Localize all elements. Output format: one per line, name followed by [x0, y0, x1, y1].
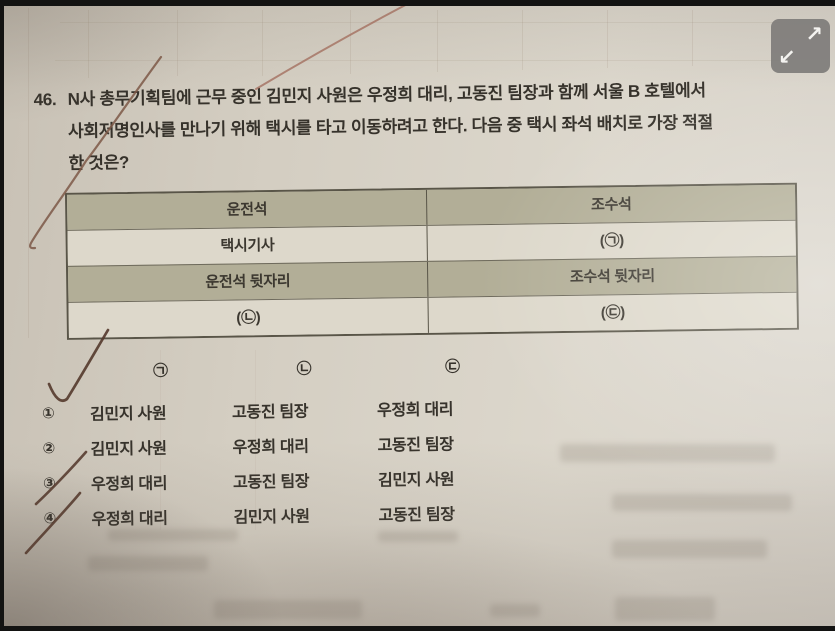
bleed-smudge — [615, 597, 715, 621]
arrow-up-right-icon: ↗ — [805, 23, 823, 46]
option-2-cell-c: 고동진 팀장 — [377, 436, 454, 455]
cell-blank-a: (㉠) — [599, 232, 625, 250]
bleed-smudge — [88, 556, 208, 571]
bleed-smudge — [108, 529, 238, 541]
bleed-gridline — [60, 22, 780, 23]
options-header-b: ㉡ — [296, 360, 312, 378]
cell-behind-driver: 운전석 뒷자리 — [67, 261, 429, 302]
bleed-gridline — [28, 8, 29, 338]
question-block: 46. N사 총무기획팀에 근무 중인 김민지 사원은 우정희 대리, 고동진 … — [33, 74, 806, 181]
option-3-number[interactable]: ③ — [42, 474, 56, 492]
question-number: 46. — [33, 90, 57, 110]
taxi-seat-table: 운전석 조수석 택시기사 (㉠) 운전석 뒷자리 조수석 뒷자리 (㉡) (㉢) — [64, 182, 799, 340]
expand-button[interactable]: ↗ ↙ — [771, 19, 830, 73]
options-header-a: ㉠ — [152, 362, 168, 380]
option-3-cell-c: 김민지 사원 — [377, 471, 455, 490]
option-3-cell-b: 고동진 팀장 — [232, 473, 310, 492]
bleed-gridline — [88, 10, 89, 78]
option-2-number[interactable]: ② — [42, 439, 56, 457]
bleed-gridline — [692, 10, 693, 66]
option-3-cell-a: 우정희 대리 — [90, 475, 168, 494]
bleed-smudge — [612, 540, 767, 558]
cell-blank-b: (㉡) — [68, 297, 430, 338]
photo-edge-bottom — [0, 626, 835, 631]
options-header-spacer — [41, 360, 89, 387]
option-1-number[interactable]: ① — [41, 404, 55, 422]
bleed-smudge — [560, 444, 775, 462]
option-2-cell-b: 우정희 대리 — [232, 438, 309, 457]
option-1-cell-a: 김민지 사원 — [89, 405, 167, 424]
answer-options: ㉠ ㉡ ㉢ ① 김민지 사원 고동진 팀장 우정희 대리 ② 김민지 사원 우정… — [41, 353, 530, 535]
bleed-smudge — [214, 600, 362, 619]
bleed-gridline — [607, 10, 608, 68]
cell-passenger-seat: 조수석 — [590, 196, 632, 214]
option-4-number[interactable]: ④ — [43, 509, 57, 527]
option-4-cell-a: 우정희 대리 — [91, 510, 168, 529]
option-1-cell-b: 고동진 팀장 — [231, 403, 309, 422]
bleed-smudge — [490, 604, 540, 617]
bleed-gridline — [437, 10, 438, 72]
cell-driver-seat: 운전석 — [66, 189, 428, 230]
question-text: N사 총무기획팀에 근무 중인 김민지 사원은 우정희 대리, 고동진 팀장과 … — [67, 74, 806, 180]
bleed-gridline — [160, 350, 161, 530]
bleed-smudge — [378, 531, 458, 542]
arrow-down-left-icon: ↙ — [778, 46, 796, 69]
cell-taxi-driver: 택시기사 — [67, 225, 429, 266]
bleed-gridline — [255, 350, 256, 530]
bleed-gridline — [177, 10, 178, 76]
option-4-cell-c: 고동진 팀장 — [378, 506, 455, 525]
bleed-smudge — [612, 494, 792, 511]
option-1-cell-c: 우정희 대리 — [376, 401, 454, 420]
cell-blank-c: (㉢) — [600, 304, 626, 322]
photo-edge-top — [0, 0, 835, 6]
options-header-c: ㉢ — [444, 358, 460, 376]
option-4-cell-b: 김민지 사원 — [233, 508, 310, 527]
bleed-gridline — [55, 60, 785, 61]
option-2-cell-a: 김민지 사원 — [90, 440, 167, 459]
bleed-gridline — [522, 10, 523, 70]
cell-behind-passenger: 조수석 뒷자리 — [569, 267, 655, 286]
photo-edge-left — [0, 0, 4, 631]
